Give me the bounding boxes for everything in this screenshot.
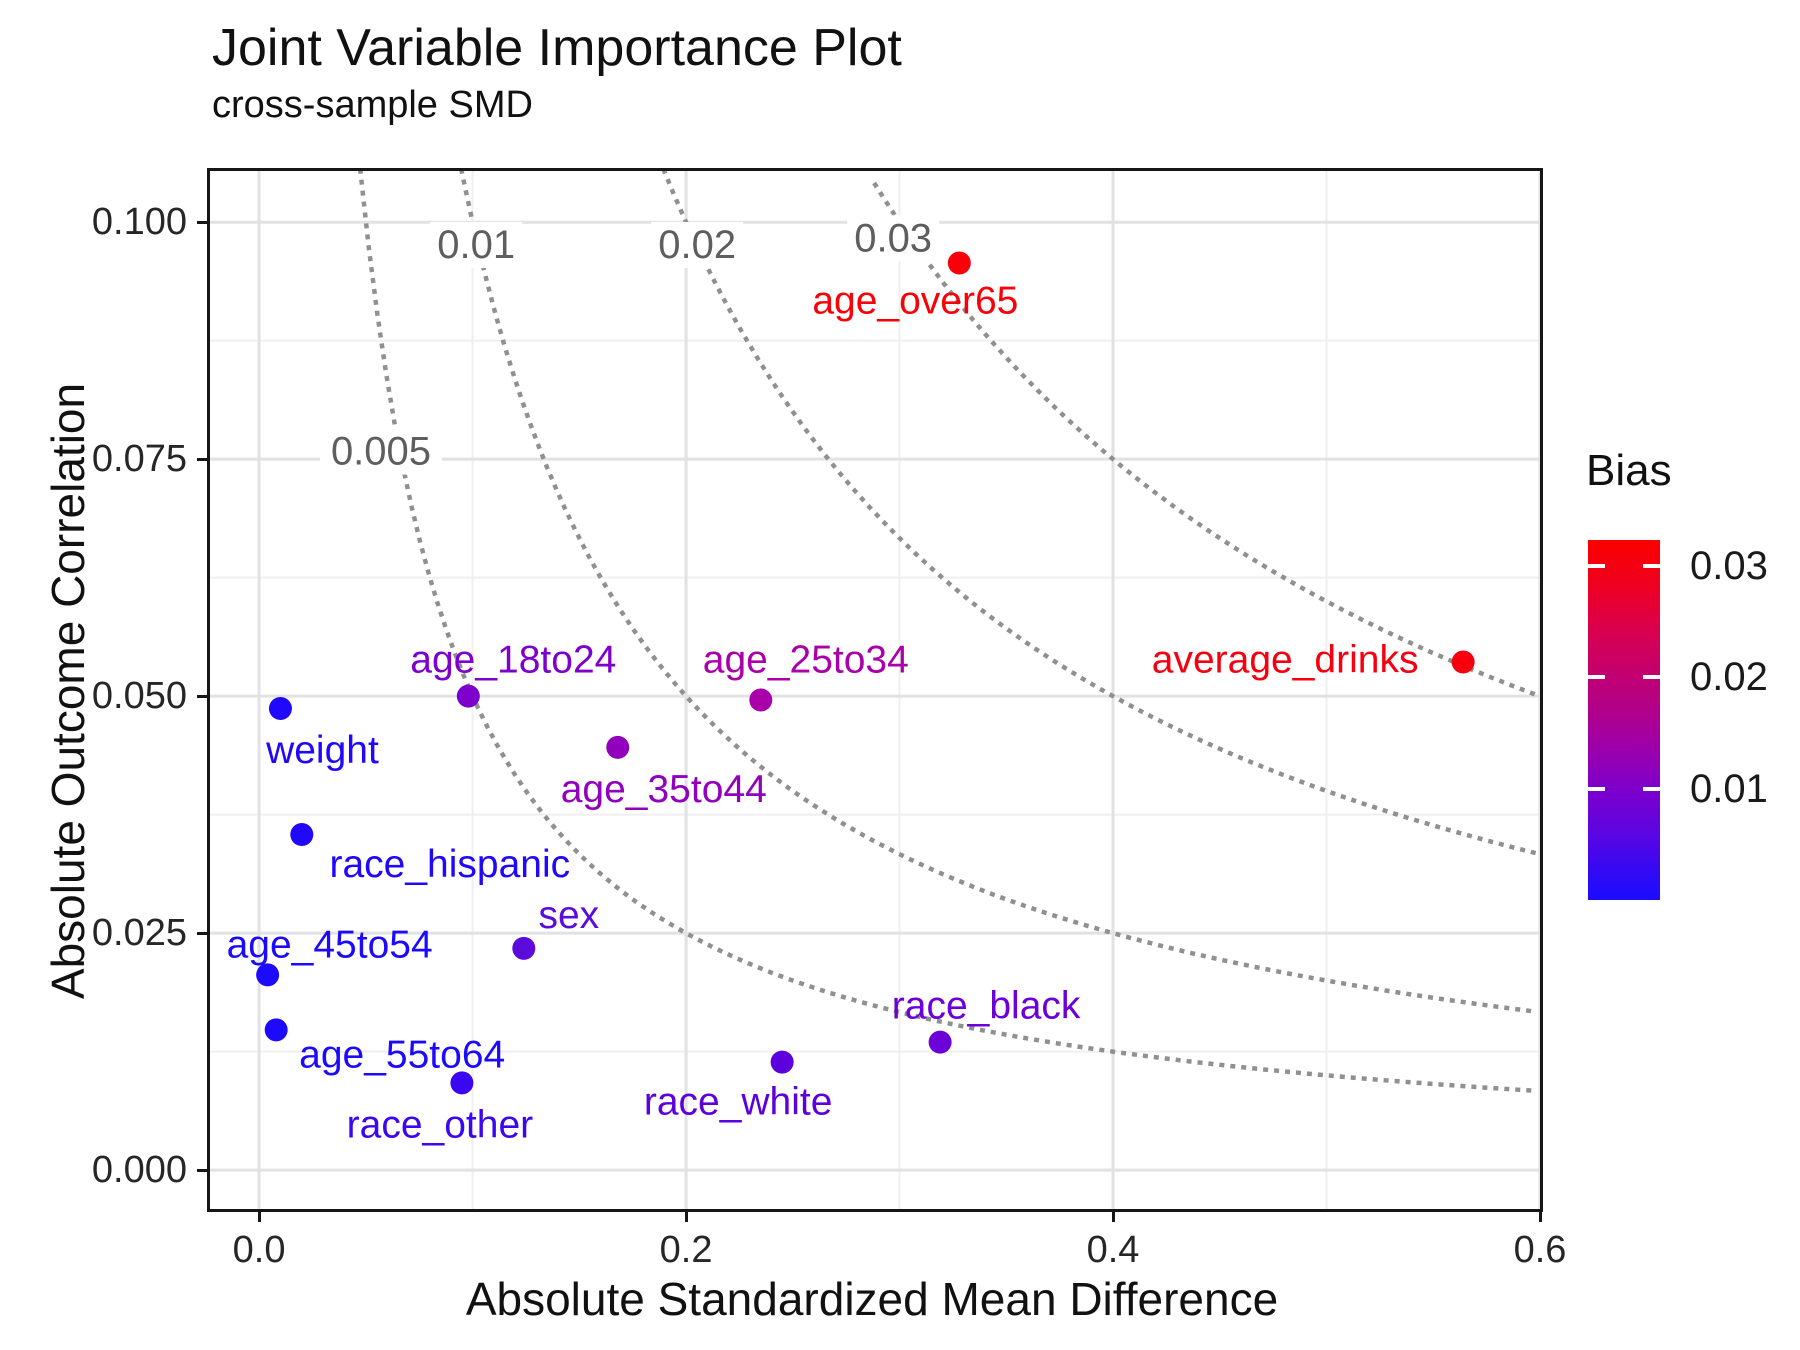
plot-panel: 0.005 0.01 0.02 0.03 age_over65 average_drink…	[207, 168, 1543, 1212]
plot-canvas: 0.005 0.01 0.02 0.03 age_over65 average_drink…	[210, 171, 1540, 1209]
y-tick-mark	[197, 1168, 207, 1172]
x-tick-mark	[1538, 1212, 1542, 1222]
point-label-race_other: race_other	[347, 1103, 533, 1146]
contour-label: 0.02	[658, 223, 736, 267]
point-label-race_white: race_white	[644, 1081, 833, 1124]
point-label-sex: sex	[538, 894, 599, 937]
legend-tick-mark-left	[1588, 563, 1605, 568]
point-label-race_black: race_black	[892, 985, 1081, 1028]
legend-tick-mark-right	[1643, 563, 1660, 568]
contour-label-box	[651, 221, 744, 268]
point-age_25to34	[749, 688, 773, 712]
contour-label: 0.005	[331, 430, 431, 474]
point-average_drinks	[1451, 650, 1475, 674]
point-age_55to64	[264, 1018, 288, 1042]
point-weight	[268, 696, 292, 720]
point-label-average_drinks: average_drinks	[1152, 639, 1419, 682]
y-tick-mark	[197, 220, 207, 224]
y-tick-mark	[197, 931, 207, 935]
point-label-age_55to64: age_55to64	[299, 1033, 505, 1076]
legend-colorbar	[1588, 540, 1660, 900]
legend-tick-mark-right	[1643, 675, 1660, 680]
y-tick-label: 0.000	[91, 1149, 187, 1192]
point-sex	[512, 936, 536, 960]
point-race_other	[450, 1071, 474, 1095]
point-age_45to54	[256, 963, 280, 987]
point-label-age_35to44: age_35to44	[561, 768, 767, 811]
y-tick-mark	[197, 457, 207, 461]
contour-label: 0.03	[854, 216, 932, 260]
chart-subtitle: cross-sample SMD	[212, 84, 533, 126]
x-tick-mark	[1111, 1212, 1115, 1222]
point-age_18to24	[456, 684, 480, 708]
point-age_over65	[947, 251, 971, 275]
point-race_black	[928, 1030, 952, 1054]
contour-line-0.03	[872, 181, 1536, 697]
x-tick-mark	[684, 1212, 688, 1222]
y-tick-label: 0.075	[91, 438, 187, 481]
legend-tick-label: 0.02	[1690, 655, 1768, 700]
point-race_hispanic	[290, 823, 314, 847]
point-label-age_over65: age_over65	[812, 279, 1018, 322]
legend-tick-label: 0.01	[1690, 766, 1768, 811]
point-race_white	[770, 1050, 794, 1074]
point-label-age_18to24: age_18to24	[410, 639, 616, 682]
x-tick-label: 0.2	[659, 1229, 713, 1271]
x-tick-label: 0.4	[1086, 1229, 1140, 1271]
point-label-age_45to54: age_45to54	[227, 923, 433, 966]
contour-label: 0.01	[437, 223, 515, 267]
x-axis-title: Absolute Standardized Mean Difference	[465, 1273, 1279, 1325]
chart-title: Joint Variable Importance Plot	[212, 19, 902, 77]
y-tick-label: 0.050	[91, 675, 187, 718]
y-tick-label: 0.025	[91, 912, 187, 955]
x-tick-label: 0.6	[1513, 1229, 1567, 1271]
point-age_35to44	[606, 735, 630, 759]
legend-tick-mark-left	[1588, 786, 1605, 791]
point-label-age_25to34: age_25to34	[703, 638, 909, 681]
legend-tick-label: 0.03	[1690, 543, 1768, 588]
contour-line-0.005	[358, 171, 1540, 1094]
contour-label-box	[430, 221, 523, 268]
legend-title: Bias	[1586, 446, 1672, 495]
y-tick-label: 0.100	[91, 201, 187, 244]
legend-tick-mark-left	[1588, 675, 1605, 680]
contour-label-box	[847, 215, 940, 262]
contour-label-box	[320, 428, 442, 475]
legend-tick-mark-right	[1643, 786, 1660, 791]
point-label-weight: weight	[265, 729, 379, 772]
contour-line-0.01	[459, 171, 1540, 1015]
x-tick-label: 0.0	[232, 1229, 286, 1271]
y-tick-mark	[197, 694, 207, 698]
contour-line-0.02	[661, 171, 1538, 856]
point-label-race_hispanic: race_hispanic	[329, 843, 570, 886]
x-tick-mark	[257, 1212, 261, 1222]
